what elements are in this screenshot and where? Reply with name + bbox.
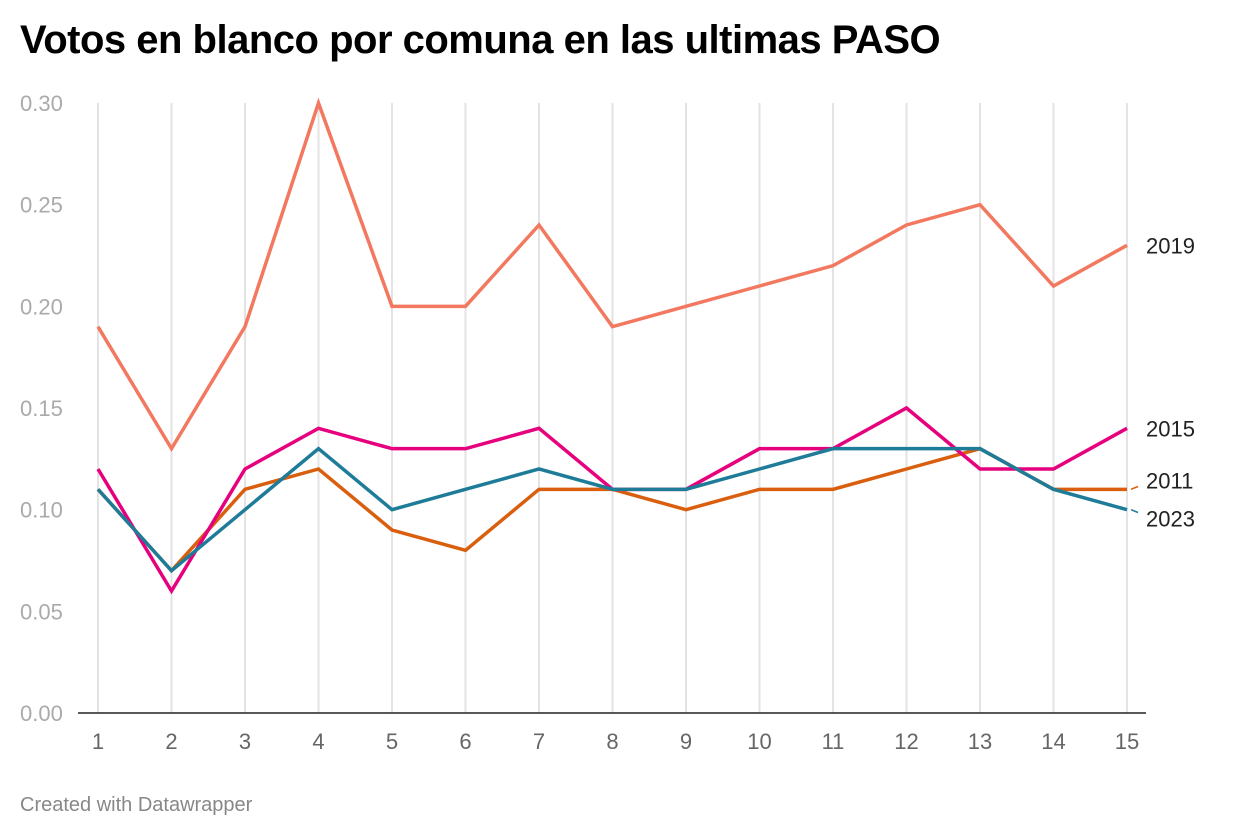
- y-tick-label: 0.15: [20, 396, 63, 421]
- x-tick-label: 8: [606, 729, 618, 754]
- series-line-2023: [96, 446, 1128, 574]
- x-tick-label: 5: [386, 729, 398, 754]
- grid-layer: [97, 103, 1128, 713]
- series-label-connector-2023: [1130, 508, 1139, 514]
- series-label-2023: 2023: [1146, 507, 1195, 532]
- y-tick-label: 0.25: [20, 193, 63, 218]
- x-tick-label: 14: [1041, 729, 1065, 754]
- series-label-2015: 2015: [1146, 416, 1195, 441]
- x-tick-label: 10: [747, 729, 771, 754]
- y-tick-label: 0.00: [20, 701, 63, 726]
- x-tick-label: 15: [1115, 729, 1139, 754]
- chart-title: Votos en blanco por comuna en las ultima…: [20, 18, 941, 62]
- series-layer: [96, 97, 1128, 595]
- x-tick-label: 3: [239, 729, 251, 754]
- x-tick-label: 11: [822, 729, 845, 754]
- x-tick-label: 9: [680, 729, 692, 754]
- y-tick-label: 0.05: [20, 599, 63, 624]
- series-label-2011: 2011: [1146, 469, 1193, 494]
- x-tick-label: 6: [459, 729, 471, 754]
- x-tick-label: 13: [968, 729, 992, 754]
- series-label-layer: 2019 2015 2011 2023: [1130, 233, 1195, 532]
- series-label-2019: 2019: [1146, 233, 1195, 258]
- x-tick-label: 4: [312, 729, 324, 754]
- x-tick-label: 2: [165, 729, 177, 754]
- y-tick-label: 0.10: [20, 498, 63, 523]
- series-label-connector-2011: [1130, 485, 1139, 491]
- x-tick-label: 12: [894, 729, 918, 754]
- footer-credit: Created with Datawrapper: [20, 794, 253, 816]
- series-line-2019: [96, 97, 1128, 453]
- y-tick-label: 0.20: [20, 294, 63, 319]
- axis-layer: 1 2 3 4 5 6 7 8 9 10 11 12 13 14 150.000.050.100.150.2…: [20, 91, 1146, 754]
- x-tick-label: 1: [92, 729, 104, 754]
- y-tick-label: 0.30: [20, 91, 63, 116]
- x-tick-label: 7: [533, 729, 545, 754]
